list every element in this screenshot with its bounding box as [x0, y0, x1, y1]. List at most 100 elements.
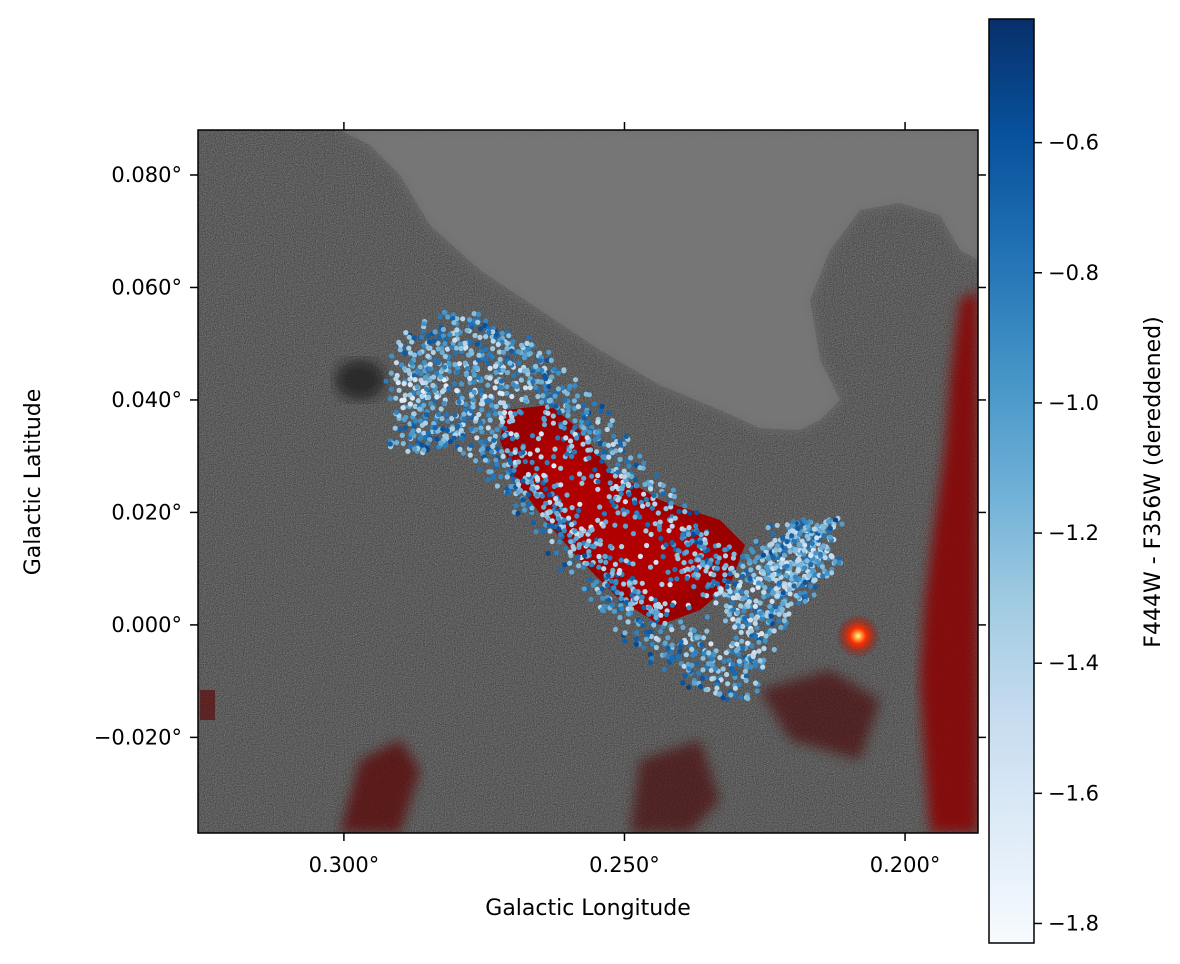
data-point — [757, 658, 763, 664]
data-point — [578, 526, 585, 532]
data-point — [632, 579, 638, 585]
data-point — [504, 490, 511, 496]
data-point — [497, 400, 503, 406]
data-point — [774, 543, 781, 549]
data-point — [538, 431, 544, 437]
data-point — [502, 410, 508, 416]
data-point — [426, 345, 432, 351]
data-point — [669, 649, 675, 655]
data-point — [727, 588, 733, 595]
data-point — [406, 334, 412, 340]
data-point — [740, 563, 746, 569]
data-point — [556, 526, 562, 532]
data-point — [527, 451, 533, 457]
data-point — [667, 582, 673, 588]
data-point — [750, 653, 756, 660]
data-point — [699, 561, 706, 568]
data-point — [465, 365, 471, 371]
data-point — [482, 457, 488, 463]
data-point — [795, 568, 801, 574]
data-point — [725, 681, 731, 687]
data-point — [557, 567, 564, 573]
data-point — [474, 341, 481, 347]
data-point — [621, 468, 627, 474]
data-point — [529, 505, 535, 511]
data-point — [786, 586, 793, 593]
data-point — [487, 375, 493, 381]
data-point — [708, 667, 714, 673]
data-point — [805, 523, 811, 529]
data-point — [549, 518, 555, 524]
data-point — [400, 405, 406, 411]
data-point — [504, 345, 510, 352]
data-point — [756, 648, 762, 654]
data-point — [442, 443, 449, 449]
data-point — [449, 426, 456, 432]
data-point — [619, 606, 625, 612]
data-point — [669, 642, 675, 648]
data-point — [643, 636, 650, 642]
data-point — [698, 683, 704, 690]
data-point — [435, 346, 441, 352]
data-point — [492, 411, 498, 417]
data-point — [453, 345, 459, 351]
data-point — [746, 599, 752, 605]
data-point — [504, 340, 510, 347]
data-point — [507, 360, 513, 366]
data-point — [600, 454, 606, 460]
data-point — [402, 392, 408, 398]
data-point — [699, 675, 706, 682]
data-point — [623, 558, 629, 564]
data-point — [452, 381, 458, 387]
data-point — [787, 591, 793, 597]
data-point — [781, 617, 788, 624]
data-point — [713, 600, 719, 606]
data-point — [723, 650, 729, 656]
data-point — [397, 426, 403, 433]
data-point — [579, 480, 585, 486]
data-point — [502, 403, 508, 410]
data-point — [645, 501, 651, 507]
data-point — [709, 676, 715, 682]
data-point — [726, 612, 732, 618]
data-point — [443, 412, 449, 418]
data-point — [493, 363, 499, 369]
data-point — [771, 628, 777, 634]
data-point — [609, 418, 615, 424]
data-point — [608, 578, 614, 584]
data-point — [589, 562, 595, 568]
data-point — [491, 473, 497, 479]
data-point — [628, 455, 634, 461]
data-point — [615, 497, 621, 503]
data-point — [505, 370, 511, 376]
data-point — [653, 635, 659, 642]
data-point — [389, 353, 395, 359]
data-point — [658, 535, 664, 542]
data-point — [597, 538, 604, 544]
data-point — [430, 382, 436, 388]
data-point — [611, 608, 618, 614]
data-point — [576, 507, 582, 514]
data-point — [445, 314, 451, 320]
data-point — [649, 505, 655, 511]
data-point — [461, 416, 467, 422]
data-point — [743, 673, 750, 679]
data-point — [611, 502, 617, 508]
data-point — [739, 589, 745, 595]
data-point — [790, 518, 797, 525]
data-point — [708, 641, 714, 647]
data-point — [558, 465, 564, 471]
data-point — [665, 569, 671, 575]
data-point — [467, 375, 473, 381]
data-point — [411, 372, 417, 379]
data-point — [418, 334, 425, 340]
data-point — [574, 513, 580, 519]
data-point — [760, 545, 766, 551]
data-point — [677, 648, 683, 655]
data-point — [648, 486, 654, 492]
y-tick-label: 0.080° — [111, 163, 182, 187]
data-point — [439, 416, 445, 422]
data-point — [653, 644, 660, 651]
data-point — [535, 436, 542, 442]
data-point — [515, 510, 521, 516]
